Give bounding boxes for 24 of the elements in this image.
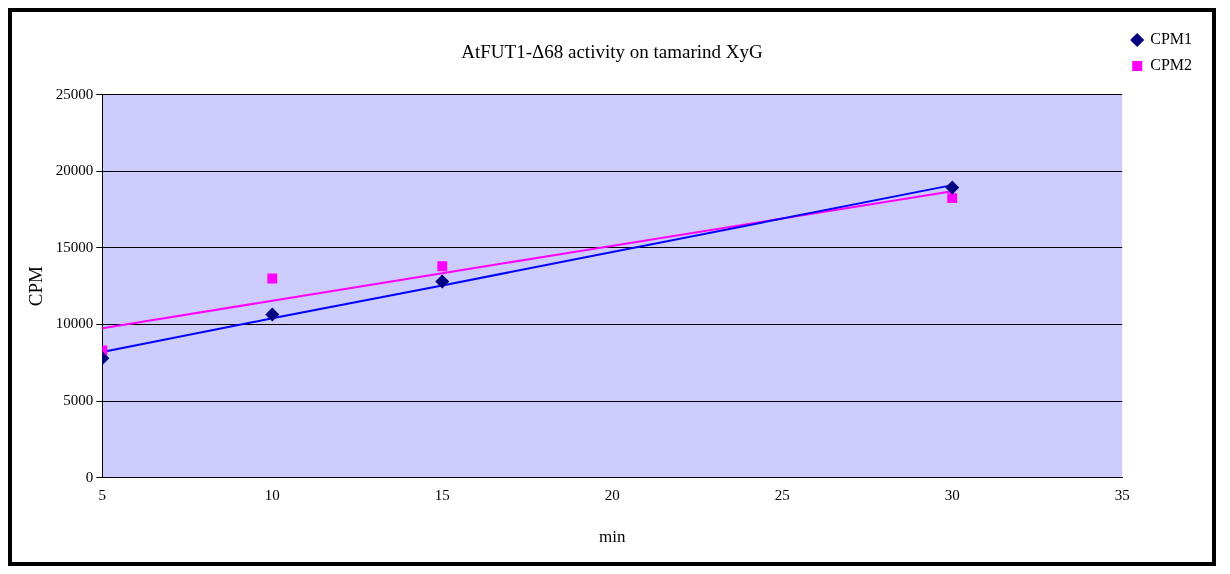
point	[945, 180, 960, 195]
chart-title: AtFUT1-Δ68 activity on tamarind XyG	[461, 41, 763, 63]
point	[947, 193, 958, 204]
x-tick-label: 20	[604, 486, 620, 503]
y-tick-label: 15000	[55, 238, 94, 255]
point	[265, 307, 280, 322]
y-tick-label: 20000	[55, 162, 94, 179]
y-tick-label: 25000	[55, 85, 94, 102]
x-tick-label: 30	[944, 486, 960, 503]
y-tick-label: 10000	[55, 315, 94, 332]
y-tick-label: 0	[85, 468, 94, 485]
point	[437, 261, 448, 272]
legend-label: CPM2	[1150, 56, 1192, 74]
legend-label: CPM1	[1150, 30, 1192, 48]
point	[267, 273, 278, 284]
x-tick-label: 5	[98, 486, 107, 503]
x-tick-label: 10	[264, 486, 280, 503]
y-tick-label: 5000	[63, 391, 94, 408]
x-axis-title: min	[599, 527, 626, 547]
x-tick-label: 15	[434, 486, 450, 503]
y-axis-title: CPM	[25, 266, 47, 307]
x-tick-label: 35	[1114, 486, 1130, 503]
point	[435, 274, 450, 289]
x-tick-label: 25	[774, 486, 790, 503]
